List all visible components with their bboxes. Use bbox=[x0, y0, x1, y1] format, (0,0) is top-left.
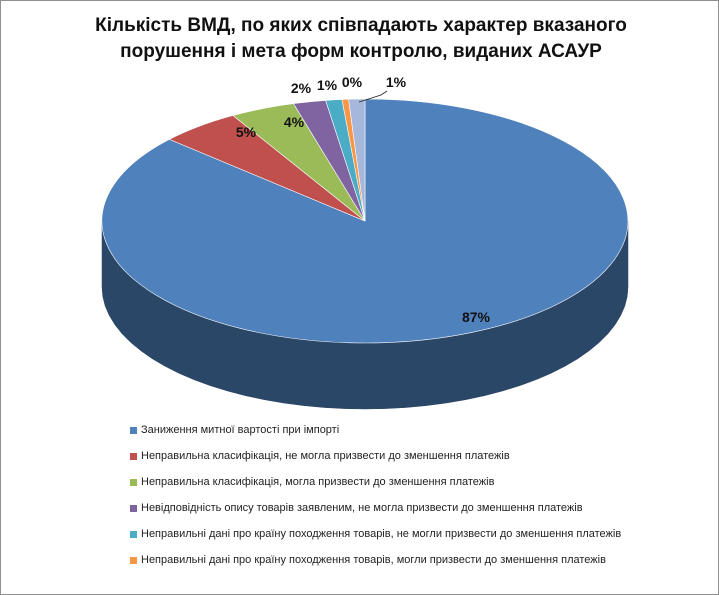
legend-swatch bbox=[130, 557, 137, 564]
legend-swatch bbox=[130, 505, 137, 512]
pie-chart: 87%5%4%2% 1% 0% 1% bbox=[101, 74, 629, 410]
legend-label: Неправильні дані про країну походження т… bbox=[141, 554, 606, 566]
chart-title: Кількість ВМД, по яких співпадають харак… bbox=[95, 15, 627, 62]
legend-label: Неправильна класифікація, могла призвест… bbox=[141, 476, 495, 488]
legend-swatch bbox=[130, 479, 137, 486]
pie-slice-6 bbox=[348, 98, 366, 222]
data-label-3: 2% bbox=[291, 80, 312, 96]
data-label-6: 1% bbox=[386, 74, 407, 90]
legend-swatch bbox=[130, 427, 137, 434]
data-label-0: 87% bbox=[462, 309, 491, 325]
leader-line bbox=[358, 90, 388, 103]
legend-item: Невідповідність опису товарів заявленим,… bbox=[130, 502, 650, 515]
chart-legend: Заниження митної вартості при імпорті Неп… bbox=[130, 424, 650, 580]
data-label-4: 1% bbox=[317, 77, 338, 93]
legend-label: Невідповідність опису товарів заявленим,… bbox=[141, 502, 583, 514]
legend-label: Неправильні дані про країну походження т… bbox=[141, 528, 622, 540]
legend-item: Заниження митної вартості при імпорті bbox=[130, 424, 650, 437]
data-label-5: 0% bbox=[342, 74, 363, 90]
legend-label: Неправильна класифікація, не могла призв… bbox=[141, 450, 510, 462]
legend-swatch bbox=[130, 531, 137, 538]
data-label-1: 5% bbox=[236, 124, 257, 140]
legend-item: Неправильна класифікація, не могла призв… bbox=[130, 450, 650, 463]
legend-item: Неправильна класифікація, могла призвест… bbox=[130, 476, 650, 489]
legend-item: Неправильні дані про країну походження т… bbox=[130, 554, 650, 567]
legend-label: Заниження митної вартості при імпорті bbox=[141, 424, 340, 436]
legend-item: Неправильні дані про країну походження т… bbox=[130, 528, 650, 541]
data-label-2: 4% bbox=[284, 114, 305, 130]
legend-swatch bbox=[130, 453, 137, 460]
